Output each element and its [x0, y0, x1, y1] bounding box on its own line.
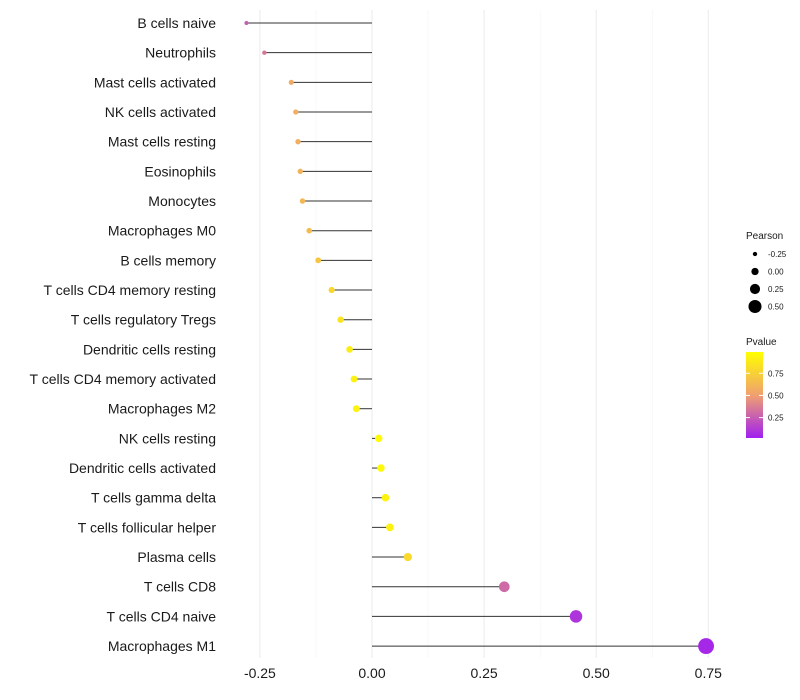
- stems-layer: [246, 22, 707, 647]
- y-tick-label: NK cells activated: [105, 104, 216, 120]
- data-point: [346, 346, 353, 353]
- y-tick-label: Mast cells resting: [108, 134, 216, 150]
- y-tick-label: T cells CD4 memory resting: [44, 282, 216, 298]
- data-point: [403, 552, 412, 562]
- legend-title: Pearson: [746, 231, 783, 242]
- data-point: [377, 464, 385, 472]
- data-point: [381, 493, 390, 502]
- y-tick-label: Dendritic cells activated: [69, 460, 216, 476]
- y-tick-label: T cells CD4 memory activated: [30, 371, 216, 387]
- x-axis-labels: -0.25 0.00 0.25 0.50 0.75: [244, 665, 722, 681]
- pearson-legend: Pearson -0.25 0.00 0.25 0.50: [746, 231, 787, 314]
- y-tick-label: Macrophages M0: [108, 223, 216, 239]
- legend-size-dot: [752, 251, 758, 257]
- data-point: [299, 198, 306, 204]
- data-point: [262, 50, 267, 55]
- data-point: [352, 405, 360, 413]
- y-tick-label: Macrophages M1: [108, 638, 216, 654]
- y-tick-label: Eosinophils: [144, 163, 216, 179]
- x-tick-label: 0.50: [583, 665, 610, 681]
- y-tick-label: Monocytes: [148, 193, 216, 209]
- data-point: [498, 581, 510, 593]
- legend-size-label: 0.00: [768, 268, 784, 277]
- data-point: [698, 638, 715, 655]
- data-point: [375, 434, 383, 443]
- y-tick-label: T cells regulatory Tregs: [71, 312, 216, 328]
- y-tick-label: Neutrophils: [145, 45, 216, 61]
- y-tick-label: Plasma cells: [137, 549, 216, 565]
- data-point: [569, 610, 583, 623]
- data-point: [244, 21, 249, 25]
- legend-color-label: 0.25: [768, 414, 784, 423]
- y-tick-label: T cells CD8: [144, 579, 216, 595]
- x-tick-label: 0.25: [470, 665, 497, 681]
- legend-title: Pvalue: [746, 337, 777, 348]
- pvalue-legend: Pvalue 0.75 0.50 0.25: [746, 337, 784, 438]
- data-point: [297, 168, 303, 175]
- y-tick-label: T cells CD4 naive: [107, 608, 217, 624]
- y-tick-label: Macrophages M2: [108, 401, 216, 417]
- data-point: [306, 227, 313, 234]
- data-point: [293, 109, 299, 115]
- legend-color-label: 0.50: [768, 391, 784, 400]
- data-point: [386, 523, 394, 532]
- legend-size-label: -0.25: [768, 250, 787, 259]
- legend-colorbar: [746, 352, 763, 438]
- legend-color-label: 0.75: [768, 369, 784, 378]
- y-tick-label: T cells follicular helper: [78, 519, 217, 535]
- legend-size-dot: [748, 299, 762, 314]
- legend-size-dot: [749, 283, 761, 295]
- legend-size-label: 0.50: [768, 303, 784, 312]
- grid-layer: [259, 10, 709, 658]
- x-tick-label: -0.25: [244, 665, 276, 681]
- data-point: [328, 286, 335, 294]
- data-point: [315, 257, 322, 264]
- y-tick-label: T cells gamma delta: [91, 490, 216, 506]
- data-point: [295, 139, 301, 145]
- y-tick-label: B cells naive: [137, 15, 216, 31]
- data-point: [350, 375, 358, 383]
- y-axis-labels: B cells naive Neutrophils Mast cells activ…: [30, 15, 217, 654]
- legend-size-label: 0.25: [768, 285, 784, 294]
- x-tick-label: 0.00: [358, 665, 385, 681]
- x-tick-label: 0.75: [695, 665, 722, 681]
- data-point: [337, 316, 344, 323]
- y-tick-label: NK cells resting: [119, 430, 216, 446]
- legend-size-dot: [751, 267, 759, 276]
- points-layer: [244, 21, 715, 655]
- y-tick-label: Dendritic cells resting: [83, 341, 216, 357]
- y-tick-label: Mast cells activated: [94, 74, 216, 90]
- data-point: [288, 79, 294, 85]
- y-tick-label: B cells memory: [120, 252, 216, 268]
